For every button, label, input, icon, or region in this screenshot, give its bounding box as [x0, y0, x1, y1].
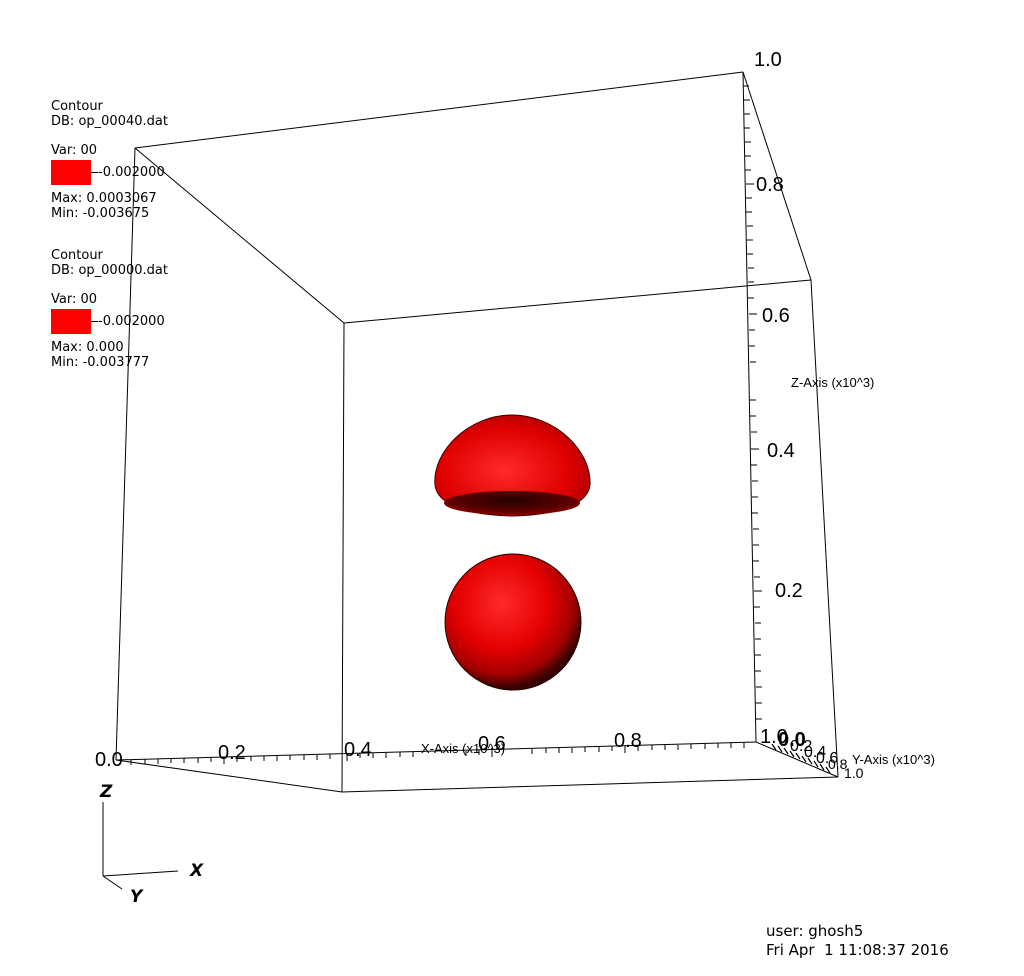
x-axis-ticks — [130, 743, 745, 765]
legend-level-value: -0.002000 — [98, 165, 165, 180]
z-tick-label: 0.4 — [767, 440, 795, 462]
legend-color-swatch — [51, 309, 91, 334]
z-tick-label: 1.0 — [754, 49, 782, 71]
x-tick-label: 0.4 — [344, 739, 372, 761]
user-name: user: ghosh5 — [766, 922, 864, 940]
legend-plot-type: Contour — [51, 99, 103, 114]
legend-db: DB: op_00000.dat — [51, 263, 168, 278]
triad-y-label: Y — [130, 887, 144, 907]
render-datetime: Fri Apr 1 11:08:37 2016 — [766, 941, 949, 959]
legend-max: Max: 0.000 — [51, 340, 124, 355]
y-axis-ticks — [771, 743, 831, 774]
x-tick-label: 0.0 — [95, 749, 123, 771]
y-tick-label: 1.0 — [844, 765, 864, 781]
legend-min: Min: -0.003777 — [51, 355, 150, 370]
x-tick-label: 0.2 — [218, 742, 246, 764]
x-tick-label: 0.8 — [614, 730, 642, 752]
z-tick-label: 0.6 — [762, 305, 790, 327]
y-tick-label: 0.6 — [816, 750, 838, 767]
y-axis-title: Y-Axis (x10^3) — [852, 752, 935, 767]
y-tick-label: 0.8 — [828, 756, 848, 772]
orientation-triad: Z X Y — [99, 782, 204, 907]
contour-surface-dome — [434, 414, 591, 517]
legend-min: Min: -0.003675 — [51, 206, 150, 221]
z-axis-title: Z-Axis (x10^3) — [791, 375, 874, 390]
contour-legend-1: Contour DB: op_00040.dat Var: 00 -0.0020… — [51, 99, 168, 221]
legend-level-row: -0.002000 — [51, 309, 168, 335]
legend-swatch-tick — [91, 321, 98, 322]
contour-surface-sphere — [444, 553, 582, 691]
triad-z-label: Z — [99, 782, 113, 802]
legend-swatch-tick — [91, 172, 98, 173]
y-tick-label: 0.4 — [804, 744, 826, 761]
legend-level-value: -0.002000 — [98, 314, 165, 329]
bounding-box — [115, 71, 839, 793]
x-tick-label: 0.6 — [478, 733, 506, 755]
y-tick-label: 0.2 — [790, 738, 812, 755]
x-tick-label: 1.0 — [760, 726, 788, 748]
z-tick-label: 0.8 — [756, 174, 784, 196]
legend-var: Var: 00 — [51, 292, 98, 307]
user-info: user: ghosh5 Fri Apr 1 11:08:37 2016 — [766, 922, 949, 960]
legend-max: Max: 0.0003067 — [51, 191, 157, 206]
legend-plot-type: Contour — [51, 248, 103, 263]
z-tick-label: 0.2 — [775, 580, 803, 602]
x-axis-title: X-Axis (x10^3) — [421, 741, 505, 756]
legend-var: Var: 00 — [51, 143, 98, 158]
contour-legend-2: Contour DB: op_00000.dat Var: 00 -0.0020… — [51, 248, 168, 370]
y-tick-label: 0.0 — [778, 729, 806, 751]
triad-x-label: X — [189, 861, 204, 881]
legend-color-swatch — [51, 160, 91, 185]
legend-db: DB: op_00040.dat — [51, 114, 168, 129]
z-axis-ticks — [743, 85, 762, 720]
legend-level-row: -0.002000 — [51, 160, 168, 186]
